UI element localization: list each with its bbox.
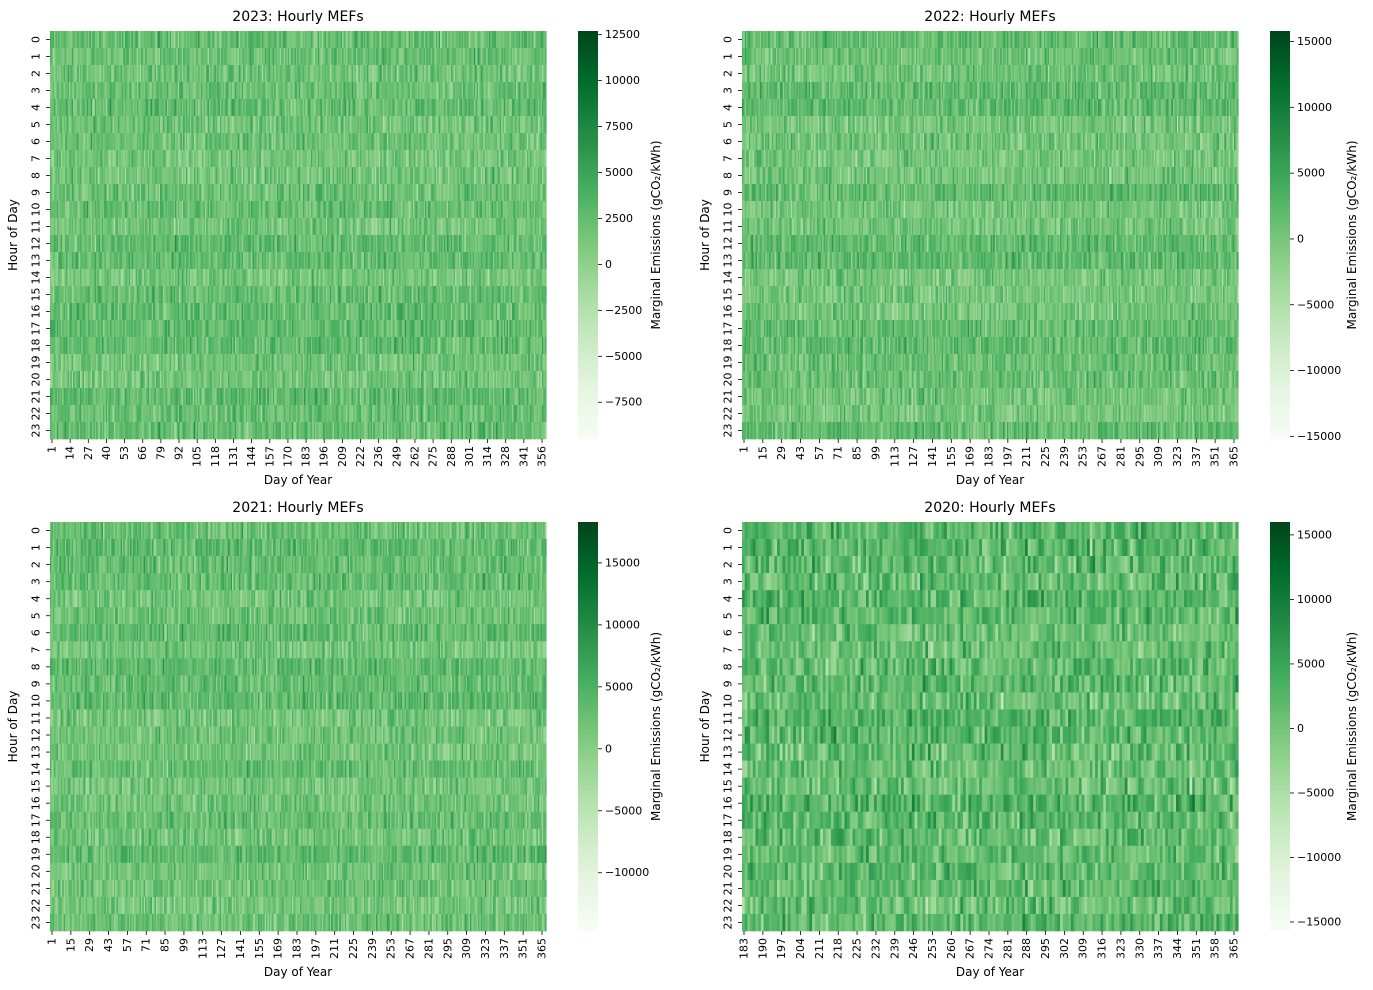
- heatmap-panel-0: 2023: Hourly MEFs01234567891011121314151…: [6, 9, 663, 487]
- heatmap-cell: [545, 31, 547, 48]
- heatmap-cells: [50, 31, 547, 439]
- heatmap-cell: [545, 82, 547, 99]
- heatmap-cell: [545, 48, 547, 65]
- heatmap-cell: [545, 65, 547, 82]
